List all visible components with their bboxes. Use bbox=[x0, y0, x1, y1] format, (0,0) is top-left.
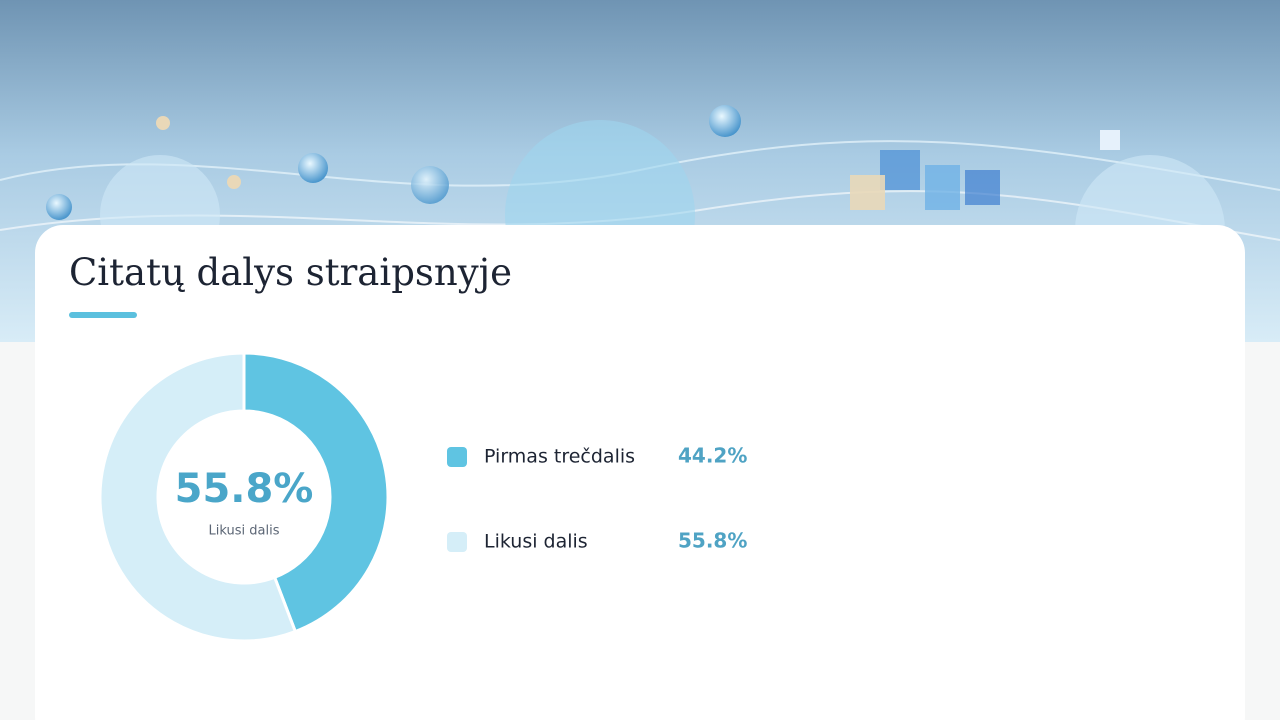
legend-label: Likusi dalis bbox=[484, 531, 588, 553]
legend-label: Pirmas trečdalis bbox=[484, 446, 635, 468]
legend-swatch bbox=[447, 532, 467, 552]
legend-swatch bbox=[447, 447, 467, 467]
center-value: 55.8% bbox=[175, 466, 314, 512]
donut-slice bbox=[98, 351, 298, 643]
donut-slice bbox=[242, 351, 390, 634]
center-label: Likusi dalis bbox=[209, 524, 280, 539]
title-underline bbox=[69, 312, 137, 318]
legend-value: 55.8% bbox=[678, 529, 747, 553]
slide-title: Citatų dalys straipsnyje bbox=[69, 251, 512, 294]
legend-value: 44.2% bbox=[678, 444, 747, 468]
